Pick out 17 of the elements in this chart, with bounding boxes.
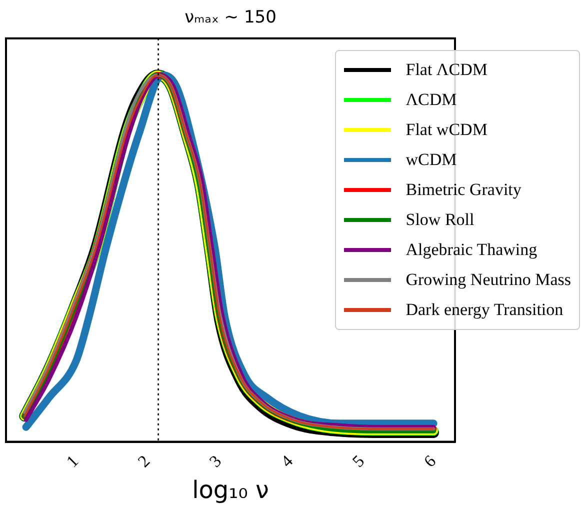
legend-label: wCDM: [406, 149, 457, 172]
legend-label: Dark energy Transition: [406, 299, 564, 322]
x-tick-label: 1: [62, 452, 82, 471]
legend-label: Slow Roll: [406, 209, 474, 232]
x-tick-label: 2: [134, 452, 154, 471]
x-tick-label: 4: [277, 451, 297, 471]
x-tick-label: 6: [420, 452, 440, 471]
chart-title: νₘₐₓ ~ 150: [184, 8, 276, 28]
legend-label: Bimetric Gravity: [406, 179, 522, 202]
legend-label: Algebraic Thawing: [406, 239, 538, 262]
legend-label: ΛCDM: [406, 89, 457, 112]
x-tick-label: 5: [348, 452, 368, 471]
x-axis-title: log₁₀ ν: [192, 476, 269, 504]
legend-label: Flat wCDM: [406, 119, 488, 142]
legend-label: Growing Neutrino Mass: [406, 269, 571, 292]
x-tick-label: 3: [206, 452, 226, 471]
legend-label: Flat ΛCDM: [406, 59, 488, 82]
